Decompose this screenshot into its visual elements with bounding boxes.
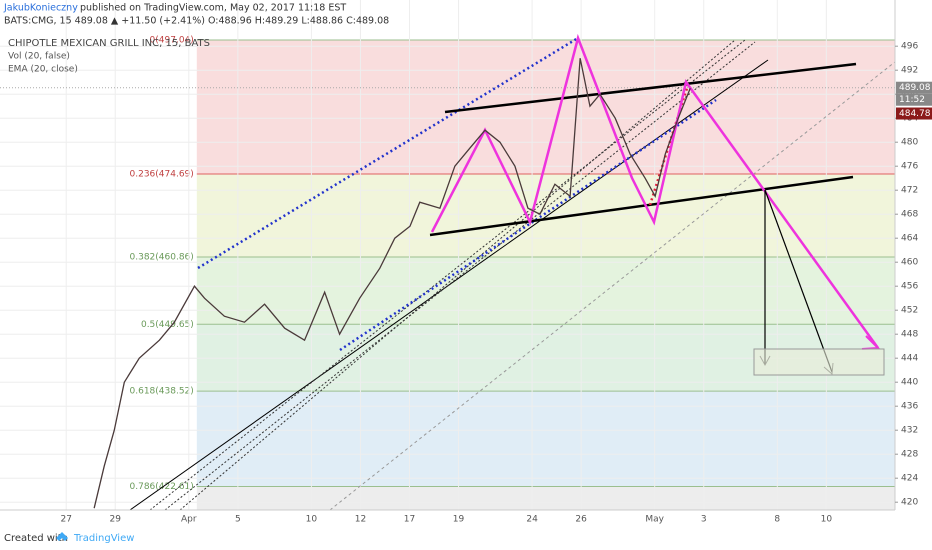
y-tick-label: 460 [901, 258, 918, 268]
fib-label: 0.382(460.86) [130, 253, 194, 263]
x-tick-label: 10 [306, 515, 318, 525]
axes: 420 424 428 432 436 440 444 448 452 456 460 464 468 4… [60, 42, 932, 525]
indicator: EMA (20, close) [8, 65, 78, 75]
y-tick-label: 468 [901, 210, 918, 220]
brand: TradingView [73, 533, 134, 544]
y-tick-label: 440 [901, 378, 918, 388]
price-line [93, 58, 691, 509]
y-tick-label: 476 [901, 162, 918, 172]
price-tag-label: 484.78 [899, 109, 931, 119]
x-tick-label: 10 [821, 515, 833, 525]
x-tick-label: 27 [60, 515, 71, 525]
fib-label: 0.618(438.52) [130, 387, 194, 397]
x-tick-label: 24 [526, 515, 538, 525]
fib-label: 0.786(422.61) [130, 482, 194, 492]
x-tick-label: 17 [404, 515, 415, 525]
x-tick-label: 8 [774, 515, 780, 525]
y-tick-label: 436 [901, 402, 918, 412]
x-tick-label: 26 [575, 515, 587, 525]
y-tick-label: 480 [901, 138, 918, 148]
y-tick-label: 428 [901, 450, 918, 460]
fib-band [196, 486, 895, 510]
y-tick-label: 456 [901, 282, 918, 292]
y-tick-label: 424 [901, 474, 918, 484]
y-tick-label: 496 [901, 42, 918, 52]
y-tick-label: 464 [901, 234, 918, 244]
fib-label: 0.236(474.69) [130, 170, 194, 180]
price-tag [896, 107, 932, 120]
fib-bands: 0(497.04) 0.236(474.69) 0.382(460.86) 0.5(4… [130, 35, 895, 510]
footer: Created with [4, 533, 68, 544]
logo [56, 532, 68, 541]
x-tick-label: 3 [701, 515, 707, 525]
y-tick-label: 472 [901, 186, 918, 196]
y-tick-label: 492 [901, 66, 918, 76]
price-tag [896, 81, 932, 94]
fib-label: 0.5(449.65) [141, 320, 194, 330]
x-tick-label: 5 [235, 515, 241, 525]
y-tick-label: 448 [901, 330, 918, 340]
fib-label: 0(497.04) [150, 35, 194, 45]
x-tick-label: 19 [453, 515, 465, 525]
published: published on TradingView.com, May 02, 20… [80, 3, 346, 14]
x-tick-label: 29 [110, 515, 122, 525]
x-tick-label: 12 [355, 515, 366, 525]
x-tick-label: May [645, 515, 664, 525]
quote: BATS:CMG, 15 489.08 ▲ +11.50 (+2.41%) O:… [4, 16, 389, 27]
fib-band [196, 257, 895, 325]
price-layer [93, 58, 691, 509]
symbol-title: CHIPOTLE MEXICAN GRILL INC, 15, BATS [8, 38, 210, 49]
x-tick-label: Apr [181, 515, 197, 525]
publisher: JakubKonieczny [3, 3, 78, 14]
y-tick-label: 420 [901, 498, 918, 508]
price-tag-label: 489.08 [899, 83, 931, 93]
fib-band [196, 39, 895, 175]
countdown-bg [896, 93, 932, 106]
y-tick-label: 452 [901, 306, 918, 316]
indicator: Vol (20, false) [8, 52, 70, 62]
y-tick-label: 444 [901, 354, 918, 364]
y-tick-label: 432 [901, 426, 918, 436]
countdown: 11:52 [899, 95, 925, 105]
fib-band [196, 391, 895, 487]
drawings [129, 33, 911, 511]
